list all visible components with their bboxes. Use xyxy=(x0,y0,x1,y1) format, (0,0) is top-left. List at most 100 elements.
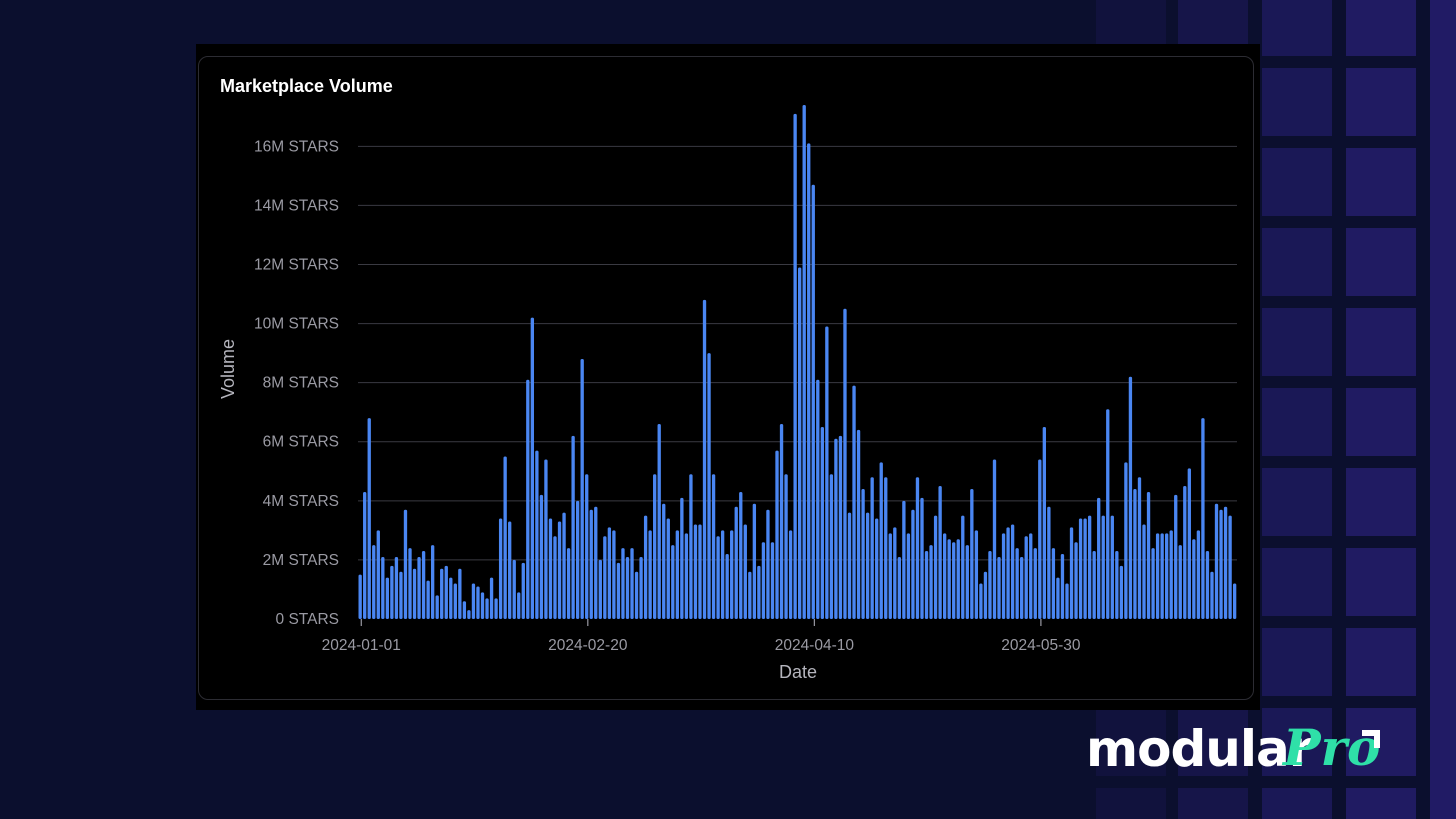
bar xyxy=(766,509,770,619)
background-tile xyxy=(1262,0,1332,56)
bar xyxy=(503,456,507,619)
bar xyxy=(902,500,906,619)
bar xyxy=(621,548,625,619)
bar xyxy=(657,424,661,619)
y-axis-label: Volume xyxy=(218,339,238,399)
bar xyxy=(716,536,720,619)
background-tile xyxy=(1346,708,1416,776)
bar xyxy=(979,583,983,619)
corner-arrow-icon xyxy=(1362,730,1380,748)
y-tick-label: 2M STARS xyxy=(263,552,339,569)
background-tile xyxy=(1178,708,1248,776)
bar xyxy=(1128,376,1133,619)
background-tile xyxy=(1262,708,1332,776)
bar xyxy=(603,536,607,619)
bar xyxy=(924,551,929,619)
background-tile xyxy=(1178,788,1248,819)
bar xyxy=(566,548,571,619)
bar xyxy=(1101,515,1105,619)
bar xyxy=(734,506,738,619)
bar xyxy=(630,548,634,619)
background-tile xyxy=(1262,628,1332,696)
bar xyxy=(698,524,702,619)
background-tile xyxy=(1262,228,1332,296)
bar xyxy=(1187,468,1191,619)
bar xyxy=(952,542,956,619)
bar xyxy=(1178,545,1182,619)
logo-accent-word: Pro xyxy=(1283,718,1381,777)
bar xyxy=(1078,518,1083,619)
bar xyxy=(372,545,376,619)
bar xyxy=(1192,539,1196,619)
bar xyxy=(634,571,639,619)
bar xyxy=(539,494,544,619)
background-tile xyxy=(1346,388,1416,456)
bar xyxy=(575,500,580,619)
bar xyxy=(702,299,707,619)
bar xyxy=(381,556,385,619)
bar xyxy=(997,556,1001,619)
bar xyxy=(788,530,793,619)
bar xyxy=(408,548,412,619)
bar xyxy=(1223,506,1228,619)
bar xyxy=(920,497,924,619)
bar xyxy=(476,586,480,619)
bar xyxy=(689,474,693,619)
bar xyxy=(1060,554,1065,619)
bar xyxy=(974,530,979,619)
bar xyxy=(933,515,938,619)
bar xyxy=(521,562,525,619)
bar xyxy=(1232,583,1237,619)
bar xyxy=(1214,503,1219,619)
bar xyxy=(947,539,951,619)
bar xyxy=(639,556,643,619)
background-tile xyxy=(1430,0,1456,819)
bar xyxy=(675,530,679,619)
background-tile xyxy=(1346,628,1416,696)
bar xyxy=(562,512,566,619)
bar xyxy=(1069,527,1074,619)
bar xyxy=(929,545,933,619)
bar xyxy=(970,489,974,619)
bar xyxy=(1001,533,1006,619)
bar xyxy=(1087,515,1092,619)
bar xyxy=(1183,486,1187,619)
bar xyxy=(752,503,757,619)
bar xyxy=(1097,497,1101,619)
bar xyxy=(793,113,797,620)
bar xyxy=(512,559,516,619)
bar xyxy=(399,571,403,619)
y-tick-label: 14M STARS xyxy=(254,197,339,214)
bar xyxy=(1020,556,1024,619)
bar xyxy=(1092,551,1096,619)
bar xyxy=(838,435,843,619)
bar xyxy=(1006,527,1010,619)
bar xyxy=(1160,533,1164,619)
bar xyxy=(680,497,684,619)
bar xyxy=(449,577,453,619)
bar xyxy=(1174,494,1178,619)
logo-word: modular xyxy=(1086,720,1313,778)
bar xyxy=(1038,459,1042,619)
bar xyxy=(1065,583,1069,619)
background-tile xyxy=(1262,148,1332,216)
bar xyxy=(508,521,512,619)
bar xyxy=(517,592,521,619)
background-tile xyxy=(1346,548,1416,616)
bar xyxy=(1142,524,1146,619)
bar xyxy=(589,509,593,619)
bar xyxy=(648,530,652,619)
bar xyxy=(535,450,539,619)
bar xyxy=(394,556,399,619)
bar xyxy=(884,477,888,619)
bar xyxy=(548,518,553,619)
bar xyxy=(1056,577,1060,619)
bar xyxy=(458,568,462,619)
bar xyxy=(421,551,426,619)
background-tile xyxy=(1262,548,1332,616)
bar xyxy=(1196,530,1201,619)
bar xyxy=(376,530,380,619)
bar xyxy=(761,542,766,619)
bar xyxy=(616,562,621,619)
bar xyxy=(861,489,865,619)
